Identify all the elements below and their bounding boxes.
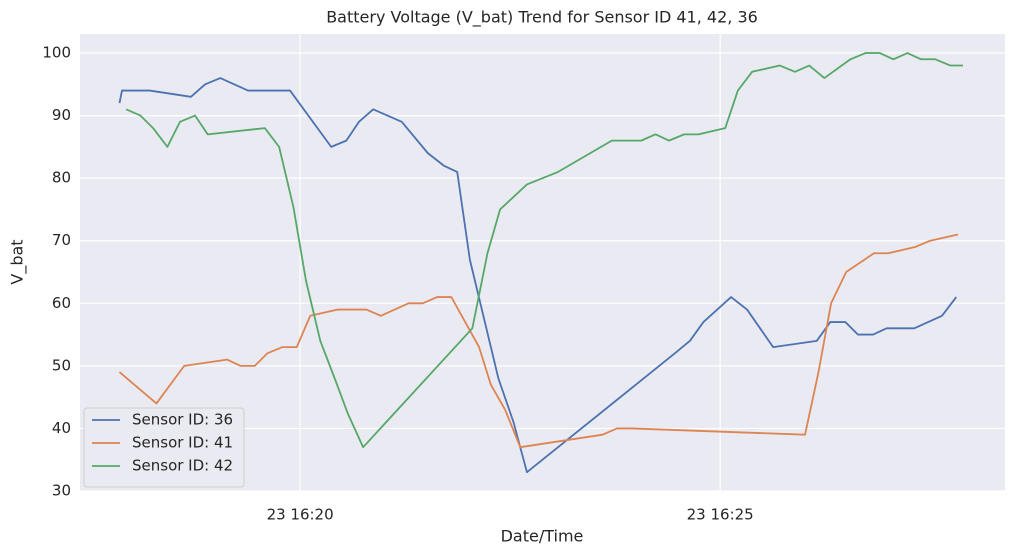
lines (118, 52, 963, 474)
y-tick-label: 90 (52, 106, 71, 124)
legend-label: Sensor ID: 36 (132, 411, 233, 429)
x-axis-label: Date/Time (501, 527, 584, 546)
series-line (118, 233, 959, 449)
legend-label: Sensor ID: 41 (132, 434, 233, 452)
y-tick-label: 80 (52, 169, 71, 187)
y-tick-label: 60 (52, 294, 71, 312)
y-tick-label: 40 (52, 419, 71, 437)
series-line (118, 77, 957, 474)
legend-box (83, 407, 245, 488)
x-tick-label: 23 16:25 (687, 506, 754, 524)
chart-title: Battery Voltage (V_bat) Trend for Sensor… (326, 8, 758, 28)
y-tick-label: 100 (42, 44, 71, 62)
y-axis-label: V_bat (8, 239, 28, 284)
series-line (125, 52, 963, 449)
y-tick-label: 70 (52, 231, 71, 249)
x-tick-label: 23 16:20 (267, 506, 334, 524)
legend-label: Sensor ID: 42 (132, 457, 233, 475)
y-tick-label: 50 (52, 356, 71, 374)
y-tick-label: 30 (52, 482, 71, 500)
legend: Sensor ID: 36 Sensor ID: 41 Sensor ID: 42 (83, 407, 245, 488)
